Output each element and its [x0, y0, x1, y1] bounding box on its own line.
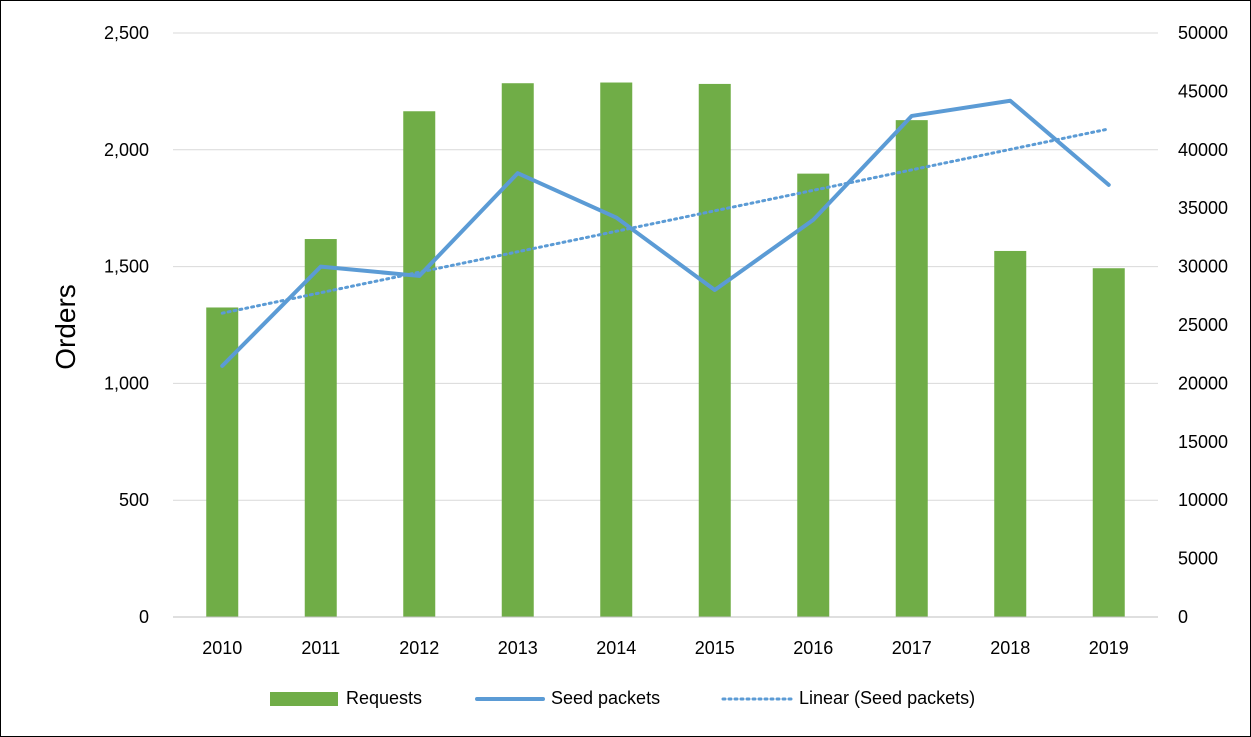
bars-requests — [206, 82, 1125, 618]
y2-tick-label: 35000 — [1178, 198, 1228, 218]
x-tick-label: 2010 — [202, 638, 242, 658]
legend-swatch-requests — [270, 692, 338, 706]
y2-tick-label: 40000 — [1178, 140, 1228, 160]
y-tick-label: 1,500 — [104, 257, 149, 277]
y-tick-label: 500 — [119, 490, 149, 510]
x-tick-label: 2018 — [990, 638, 1030, 658]
y2-tick-label: 50000 — [1178, 23, 1228, 43]
y-tick-label: 1,000 — [104, 373, 149, 393]
line-seed-packets — [220, 98, 1111, 368]
y-axis-title: Orders — [50, 284, 81, 370]
y2-tick-label: 15000 — [1178, 432, 1228, 452]
bar-requests — [895, 120, 928, 617]
y2-tick-label: 10000 — [1178, 490, 1228, 510]
trendline-seed-packets — [220, 127, 1111, 315]
x-tick-label: 2019 — [1089, 638, 1129, 658]
legend-label-linear: Linear (Seed packets) — [799, 688, 975, 708]
bar-requests — [797, 173, 830, 617]
bar-requests — [1092, 268, 1125, 617]
axes: Orders 0 500 1,000 1,500 2,000 2,500 0 5000 1000… — [50, 23, 1228, 658]
x-tick-label: 2017 — [892, 638, 932, 658]
legend: Requests Seed packets Linear (Seed packets… — [270, 688, 975, 708]
y2-tick-label: 20000 — [1178, 373, 1228, 393]
x-tick-label: 2012 — [399, 638, 439, 658]
bar-requests — [698, 83, 731, 617]
y-tick-label: 2,000 — [104, 140, 149, 160]
y2-tick-label: 45000 — [1178, 81, 1228, 101]
x-tick-label: 2015 — [695, 638, 735, 658]
x-tick-label: 2014 — [596, 638, 636, 658]
y2-tick-label: 0 — [1178, 607, 1188, 627]
bar-requests — [994, 250, 1027, 618]
x-tick-label: 2013 — [498, 638, 538, 658]
x-tick-label: 2016 — [793, 638, 833, 658]
bar-requests — [501, 83, 534, 617]
bar-requests — [206, 307, 239, 617]
trendline — [220, 127, 1111, 315]
y-tick-label: 2,500 — [104, 23, 149, 43]
x-tick-label: 2011 — [301, 638, 340, 658]
y2-tick-label: 5000 — [1178, 549, 1218, 569]
bar-requests — [304, 239, 337, 617]
bar-requests — [600, 82, 633, 618]
legend-label-requests: Requests — [346, 688, 422, 708]
y2-tick-label: 25000 — [1178, 315, 1228, 335]
y-tick-label: 0 — [139, 607, 149, 627]
legend-label-seed-packets: Seed packets — [551, 688, 660, 708]
bar-requests — [403, 111, 436, 618]
y2-tick-label: 30000 — [1178, 257, 1228, 277]
series-line — [220, 98, 1111, 368]
